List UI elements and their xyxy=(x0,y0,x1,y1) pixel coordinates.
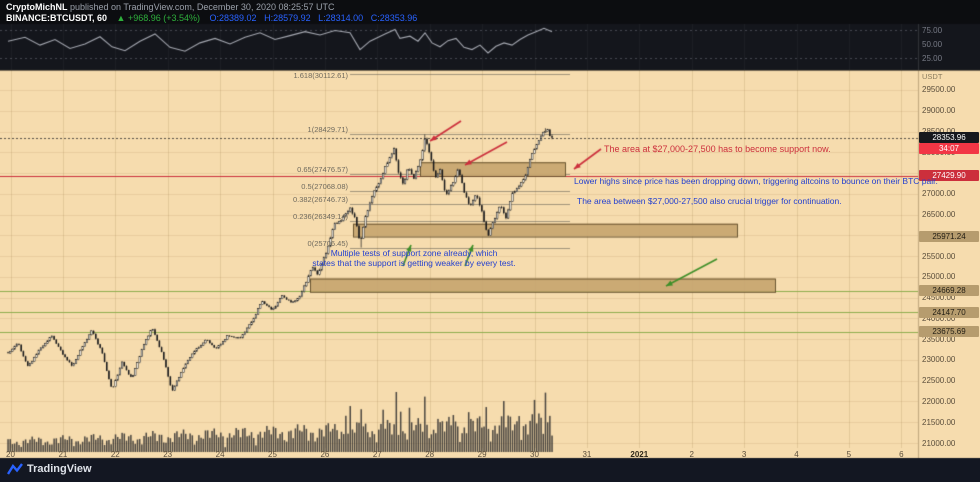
annotation-crucial-trigger-note[interactable]: The area between $27,000-27,500 also cru… xyxy=(577,196,842,206)
ohlc-close: C:28353.96 xyxy=(370,13,418,23)
author-name[interactable]: CryptoMichNL xyxy=(6,2,68,12)
header: CryptoMichNL published on TradingView.co… xyxy=(0,0,980,24)
publish-info-row: CryptoMichNL published on TradingView.co… xyxy=(6,2,335,12)
footer-bar: TradingView xyxy=(0,458,980,482)
symbol-info-row: BINANCE:BTCUSDT, 60 ▲ +968.96 (+3.54%) O… xyxy=(6,13,422,23)
published-info: published on TradingView.com, December 3… xyxy=(67,2,335,12)
axis-unit-label: USDT xyxy=(922,72,943,81)
tradingview-logo[interactable] xyxy=(7,462,23,478)
tradingview-brand[interactable]: TradingView xyxy=(27,463,92,475)
annotation-line-1: Multiple tests of support zone already, … xyxy=(330,248,498,258)
price-change: ▲ +968.96 (+3.54%) xyxy=(116,13,200,23)
symbol-interval[interactable]: BINANCE:BTCUSDT, 60 xyxy=(6,13,108,23)
ohlc-open: O:28389.02 xyxy=(209,13,257,23)
annotation-support-note[interactable]: The area at $27,000-27,500 has to become… xyxy=(604,144,831,154)
annotation-line-2: states that the support is getting weake… xyxy=(312,258,516,268)
annotation-multiple-tests-note[interactable]: Multiple tests of support zone already, … xyxy=(286,248,542,268)
annotation-lower-highs-note[interactable]: Lower highs since price has been droppin… xyxy=(574,176,938,186)
ohlc-high: H:28579.92 xyxy=(264,13,311,23)
ohlc-low: L:28314.00 xyxy=(318,13,364,23)
